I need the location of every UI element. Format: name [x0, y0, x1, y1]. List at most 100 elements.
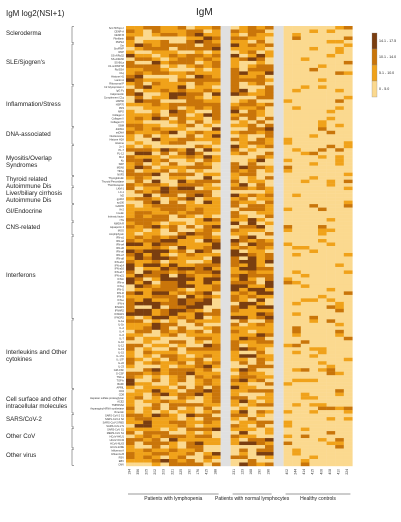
heatmap-cell	[151, 109, 161, 114]
heatmap-cell	[160, 298, 170, 303]
heatmap-cell	[186, 371, 195, 376]
heatmap-cell	[239, 162, 248, 166]
heatmap-cell	[169, 123, 178, 128]
heatmap-cell	[309, 193, 319, 198]
group-bracket	[71, 221, 74, 236]
heatmap-cell	[212, 305, 221, 310]
heatmap-cell	[292, 441, 301, 446]
heatmap-cell	[326, 375, 336, 379]
heatmap-cell	[292, 252, 301, 257]
heatmap-cell	[186, 197, 195, 201]
heatmap-cell	[239, 417, 248, 421]
heatmap-cell	[326, 312, 336, 317]
heatmap-cell	[169, 361, 178, 365]
heatmap-cell	[151, 50, 161, 55]
heatmap-cell	[265, 263, 274, 268]
heatmap-cell	[318, 169, 327, 173]
row-label: Thyroglobulin	[108, 176, 124, 180]
heatmap-cell	[335, 462, 344, 467]
heatmap-cell	[318, 298, 327, 303]
heatmap-cell	[247, 420, 257, 425]
heatmap-cell	[177, 148, 187, 152]
heatmap-cell	[292, 26, 301, 30]
heatmap-cell	[134, 144, 144, 149]
heatmap-cell	[151, 123, 161, 128]
heatmap-cell	[194, 431, 204, 435]
heatmap-cell	[247, 406, 257, 411]
heatmap-cell	[292, 357, 301, 362]
column-gap	[273, 420, 284, 425]
column-gap	[273, 333, 284, 337]
heatmap-cell	[169, 270, 178, 275]
heatmap-cell	[292, 315, 301, 320]
heatmap-cell	[300, 81, 310, 86]
heatmap-cell	[194, 43, 204, 48]
heatmap-cell	[126, 259, 135, 264]
heatmap-cell	[343, 120, 353, 124]
heatmap-cell	[265, 322, 274, 327]
heatmap-cell	[326, 225, 336, 229]
heatmap-cell	[212, 186, 221, 191]
heatmap-cell	[194, 232, 204, 236]
heatmap-cell	[212, 36, 221, 41]
column-gap	[220, 95, 231, 100]
heatmap-cell	[230, 127, 240, 131]
heatmap-cell	[256, 211, 266, 215]
heatmap-cell	[151, 252, 161, 257]
heatmap-cell	[239, 74, 248, 79]
heatmap-cell	[177, 158, 187, 163]
heatmap-cell	[326, 26, 336, 30]
column-gap	[273, 431, 284, 435]
group-bracket	[71, 235, 74, 319]
row-label: IFN-g	[118, 284, 125, 288]
heatmap-cell	[239, 371, 248, 376]
heatmap-cell	[309, 431, 319, 435]
heatmap-cell	[326, 144, 336, 149]
heatmap-cell	[326, 326, 336, 331]
heatmap-cell	[230, 106, 240, 111]
heatmap-cell	[126, 420, 135, 425]
column-gap	[273, 141, 284, 145]
heatmap-cell	[318, 410, 327, 414]
heatmap-cell	[126, 333, 135, 337]
heatmap-cell	[247, 211, 257, 215]
heatmap-cell	[151, 354, 161, 358]
heatmap-cell	[300, 319, 310, 324]
column-gap	[220, 256, 231, 261]
heatmap-cell	[343, 242, 353, 247]
heatmap-cell	[343, 99, 353, 104]
heatmap-cell	[265, 441, 274, 446]
heatmap-cell	[177, 200, 187, 205]
heatmap-cell	[256, 46, 266, 51]
column-gap	[220, 441, 231, 446]
heatmap-cell	[283, 420, 293, 425]
heatmap-cell	[326, 340, 336, 344]
legend-swatch	[371, 80, 378, 98]
column-gap	[220, 462, 231, 467]
heatmap-cell	[134, 315, 144, 320]
heatmap-cell	[143, 221, 152, 226]
heatmap-cell	[169, 165, 178, 170]
heatmap-cell	[300, 301, 310, 306]
heatmap-cell	[134, 291, 144, 296]
column-gap	[273, 410, 284, 414]
heatmap-cell	[283, 291, 293, 296]
heatmap-cell	[151, 301, 161, 306]
heatmap-cell	[169, 144, 178, 149]
heatmap-cell	[256, 420, 266, 425]
heatmap-cell	[134, 371, 144, 376]
heatmap-cell	[292, 445, 301, 449]
heatmap-cell	[160, 424, 170, 428]
heatmap-cell	[283, 361, 293, 365]
heatmap-cell	[134, 406, 144, 411]
heatmap-cell	[194, 193, 204, 198]
heatmap-cell	[326, 148, 336, 152]
heatmap-cell	[239, 43, 248, 48]
column-gap	[220, 228, 231, 233]
heatmap-cell	[309, 322, 319, 327]
heatmap-cell	[318, 95, 327, 100]
column-gap	[273, 60, 284, 65]
heatmap-cell	[256, 183, 266, 187]
row-label: APRIL	[117, 385, 125, 389]
heatmap-cell	[126, 357, 135, 362]
